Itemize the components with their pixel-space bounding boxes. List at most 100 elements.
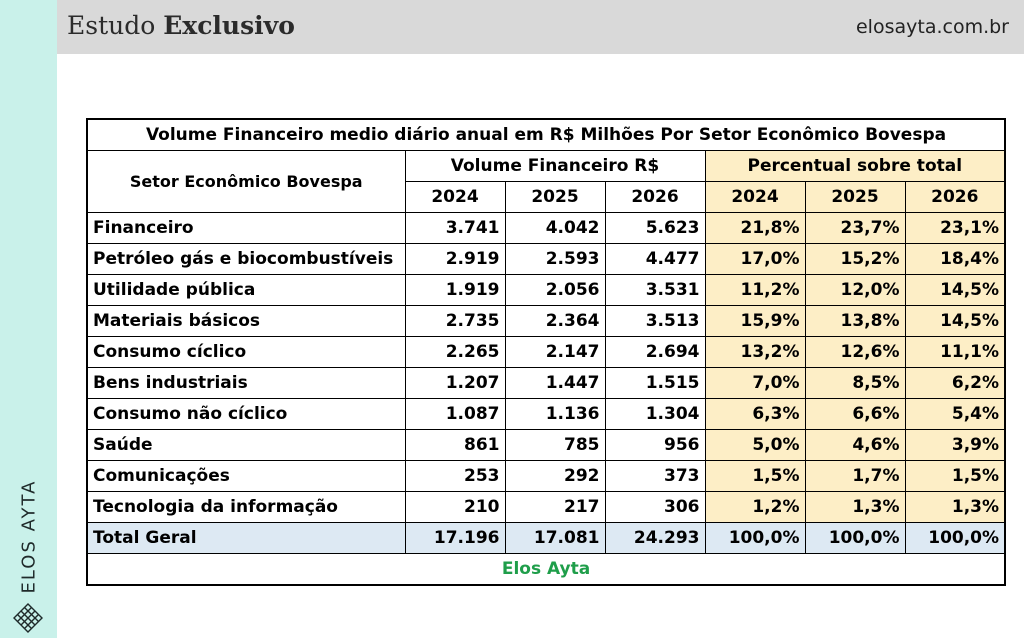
sector-name-cell: Saúde	[86, 428, 406, 461]
year-header: 2024	[404, 180, 506, 213]
sector-name-cell: Materiais básicos	[86, 304, 406, 337]
volume-cell: 2.919	[404, 242, 506, 275]
percent-cell: 6,6%	[804, 397, 906, 430]
sector-column-header: Setor Econômico Bovespa	[86, 149, 406, 213]
percent-cell: 1,5%	[904, 459, 1006, 492]
percent-cell: 11,1%	[904, 335, 1006, 368]
volume-cell: 253	[404, 459, 506, 492]
table-row: Saúde 861 785 956 5,0% 4,6% 3,9%	[86, 428, 1006, 461]
sector-name-cell: Comunicações	[86, 459, 406, 492]
percent-cell: 12,6%	[804, 335, 906, 368]
percent-cell: 6,3%	[704, 397, 806, 430]
sector-name-cell: Utilidade pública	[86, 273, 406, 306]
percent-cell: 12,0%	[804, 273, 906, 306]
percent-cell: 15,9%	[704, 304, 806, 337]
table-footer-credit: Elos Ayta	[86, 552, 1006, 586]
percent-cell: 23,7%	[804, 211, 906, 244]
percent-cell: 23,1%	[904, 211, 1006, 244]
volume-cell: 3.513	[604, 304, 706, 337]
volume-cell: 4.042	[504, 211, 606, 244]
percent-cell: 7,0%	[704, 366, 806, 399]
brand-vertical-label: ELOS AYTA	[17, 474, 41, 598]
percent-cell: 1,5%	[704, 459, 806, 492]
table-row: Materiais básicos 2.735 2.364 3.513 15,9% 13,…	[86, 304, 1006, 337]
table-row: Comunicações 253 292 373 1,5% 1,7% 1,5%	[86, 459, 1006, 492]
brand-side-strip: ELOS AYTA	[0, 0, 57, 638]
percent-cell: 1,7%	[804, 459, 906, 492]
volume-cell: 292	[504, 459, 606, 492]
total-percent-cell: 100,0%	[704, 521, 806, 554]
table-row: Utilidade pública 1.919 2.056 3.531 11,2% 12,…	[86, 273, 1006, 306]
percent-cell: 13,2%	[704, 335, 806, 368]
volume-cell: 2.694	[604, 335, 706, 368]
volume-cell: 1.919	[404, 273, 506, 306]
volume-cell: 1.515	[604, 366, 706, 399]
total-row: Total Geral 17.196 17.081 24.293 100,0% …	[86, 521, 1006, 554]
data-table: Volume Financeiro medio diário anual em …	[86, 118, 1007, 586]
volume-cell: 1.304	[604, 397, 706, 430]
volume-cell: 1.207	[404, 366, 506, 399]
percent-cell: 6,2%	[904, 366, 1006, 399]
table-row: Petróleo gás e biocombustíveis 2.919 2.593…	[86, 242, 1006, 275]
table-row: Bens industriais 1.207 1.447 1.515 7,0% 8,5% 6…	[86, 366, 1006, 399]
sector-name-cell: Tecnologia da informação	[86, 490, 406, 523]
year-header: 2024	[704, 180, 806, 213]
volume-cell: 2.364	[504, 304, 606, 337]
volume-cell: 373	[604, 459, 706, 492]
percent-cell: 17,0%	[704, 242, 806, 275]
table-row: Consumo não cíclico 1.087 1.136 1.304 6,3% 6,…	[86, 397, 1006, 430]
percent-group-header: Percentual sobre total	[704, 149, 1006, 182]
percent-cell: 1,3%	[804, 490, 906, 523]
year-header: 2025	[804, 180, 906, 213]
volume-cell: 2.056	[504, 273, 606, 306]
volume-cell: 5.623	[604, 211, 706, 244]
site-url: elosayta.com.br	[855, 16, 1009, 38]
page-title-light: Estudo	[67, 11, 156, 40]
sector-name-cell: Consumo cíclico	[86, 335, 406, 368]
volume-cell: 2.593	[504, 242, 606, 275]
table-row: Tecnologia da informação 210 217 306 1,2% 1,3…	[86, 490, 1006, 523]
page-title-bold: Exclusivo	[163, 11, 295, 40]
volume-cell: 1.087	[404, 397, 506, 430]
volume-cell: 210	[404, 490, 506, 523]
percent-cell: 14,5%	[904, 304, 1006, 337]
volume-cell: 2.735	[404, 304, 506, 337]
sector-volume-table: Volume Financeiro medio diário anual em …	[86, 118, 1007, 586]
brand-vertical-text: ELOS AYTA	[18, 479, 40, 593]
percent-cell: 5,4%	[904, 397, 1006, 430]
page-title: Estudo Exclusivo	[67, 11, 295, 40]
sector-name-cell: Bens industriais	[86, 366, 406, 399]
percent-cell: 18,4%	[904, 242, 1006, 275]
percent-cell: 1,3%	[904, 490, 1006, 523]
volume-cell: 1.136	[504, 397, 606, 430]
sector-name-cell: Financeiro	[86, 211, 406, 244]
percent-cell: 21,8%	[704, 211, 806, 244]
percent-cell: 3,9%	[904, 428, 1006, 461]
total-volume-cell: 17.196	[404, 521, 506, 554]
diamond-lattice-icon	[13, 603, 43, 633]
percent-cell: 15,2%	[804, 242, 906, 275]
volume-cell: 2.147	[504, 335, 606, 368]
table-row: Financeiro 3.741 4.042 5.623 21,8% 23,7% 23,1%	[86, 211, 1006, 244]
volume-cell: 3.741	[404, 211, 506, 244]
volume-cell: 1.447	[504, 366, 606, 399]
volume-cell: 2.265	[404, 335, 506, 368]
volume-cell: 3.531	[604, 273, 706, 306]
year-header: 2026	[904, 180, 1006, 213]
percent-cell: 11,2%	[704, 273, 806, 306]
percent-cell: 14,5%	[904, 273, 1006, 306]
volume-cell: 4.477	[604, 242, 706, 275]
total-percent-cell: 100,0%	[804, 521, 906, 554]
volume-cell: 306	[604, 490, 706, 523]
sector-name-cell: Petróleo gás e biocombustíveis	[86, 242, 406, 275]
percent-cell: 8,5%	[804, 366, 906, 399]
header-bar: Estudo Exclusivo elosayta.com.br	[57, 0, 1024, 54]
year-header: 2025	[504, 180, 606, 213]
percent-cell: 1,2%	[704, 490, 806, 523]
total-percent-cell: 100,0%	[904, 521, 1006, 554]
percent-cell: 5,0%	[704, 428, 806, 461]
table-row: Consumo cíclico 2.265 2.147 2.694 13,2% 12,6%…	[86, 335, 1006, 368]
total-volume-cell: 24.293	[604, 521, 706, 554]
table-title: Volume Financeiro medio diário anual em …	[86, 118, 1006, 151]
volume-cell: 861	[404, 428, 506, 461]
